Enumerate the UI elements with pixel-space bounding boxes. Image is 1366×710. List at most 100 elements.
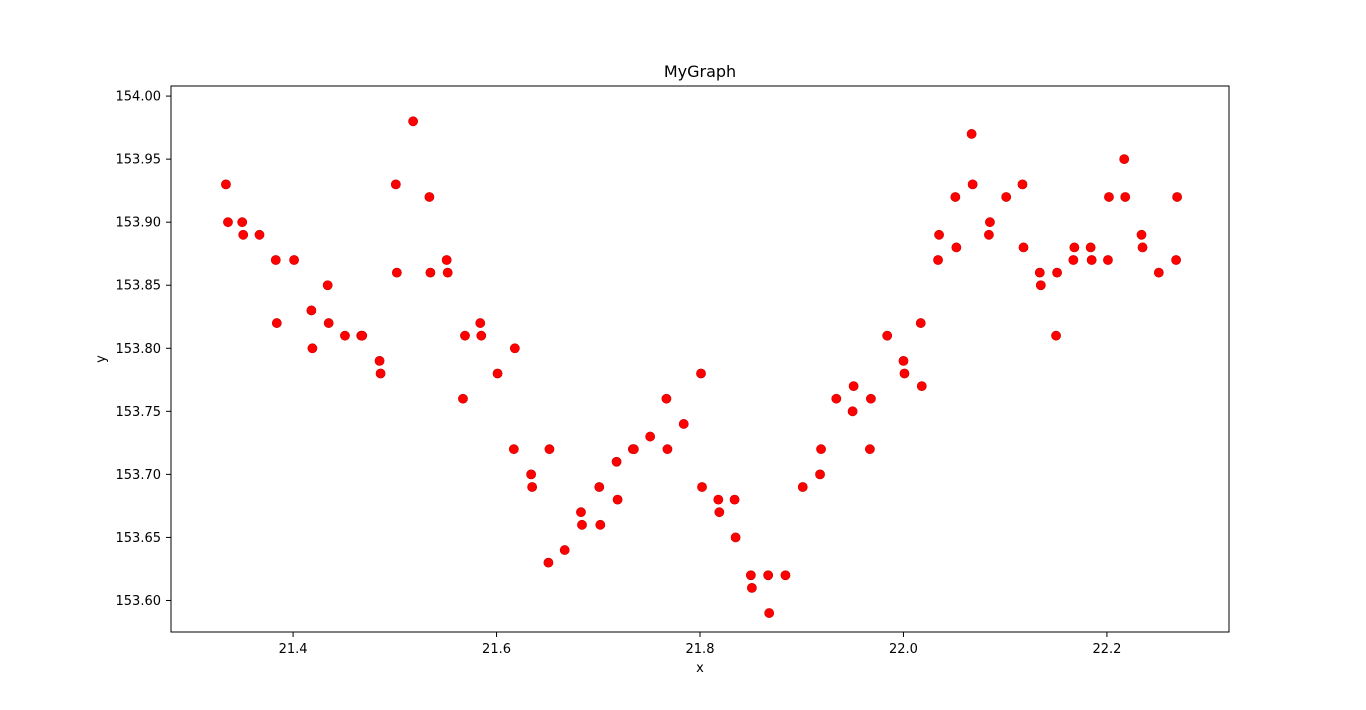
y-tick-label: 153.75 — [116, 405, 162, 420]
data-point — [408, 116, 419, 127]
y-tick-label: 153.65 — [116, 531, 162, 546]
data-point — [916, 381, 927, 392]
data-point — [594, 482, 605, 492]
y-tick-label: 153.60 — [116, 594, 162, 609]
data-point — [460, 330, 470, 341]
data-point — [1085, 242, 1096, 253]
data-point — [882, 330, 893, 341]
y-axis: 153.60 153.65 153.70 153.75 153.80 153.85 153.… — [116, 90, 171, 609]
data-point — [645, 431, 656, 442]
data-point — [238, 229, 249, 240]
x-tick-label: 21.6 — [482, 642, 511, 657]
x-tick-label: 21.4 — [279, 642, 308, 657]
data-point — [847, 406, 858, 417]
data-point — [985, 217, 995, 228]
x-axis-label: x — [696, 661, 704, 676]
data-point — [730, 532, 741, 543]
data-point — [221, 179, 231, 190]
data-point — [1136, 229, 1147, 240]
data-point — [797, 482, 808, 492]
data-point — [526, 469, 537, 480]
data-point — [780, 570, 791, 581]
data-point — [254, 229, 265, 240]
data-point — [544, 444, 555, 455]
data-point — [898, 355, 909, 366]
data-points — [221, 116, 1183, 618]
data-point — [1035, 280, 1046, 291]
data-point — [237, 217, 248, 228]
data-point — [559, 545, 570, 555]
data-point — [848, 381, 859, 392]
data-point — [323, 318, 334, 328]
data-point — [441, 255, 452, 265]
data-point — [1104, 192, 1114, 202]
data-point — [967, 179, 978, 190]
x-tick-label: 22.2 — [1092, 642, 1121, 657]
data-point — [934, 229, 944, 240]
data-point — [527, 482, 538, 492]
data-point — [611, 456, 622, 467]
data-point — [1068, 255, 1079, 265]
data-point — [492, 368, 503, 379]
data-point — [713, 494, 724, 505]
data-point — [576, 507, 586, 518]
data-point — [696, 368, 706, 379]
data-point — [1034, 267, 1045, 278]
data-point — [1069, 242, 1080, 253]
data-point — [950, 192, 961, 202]
data-point — [390, 179, 401, 190]
y-tick-label: 154.00 — [116, 90, 162, 105]
data-point — [374, 355, 385, 366]
data-point — [1103, 255, 1113, 265]
data-point — [340, 330, 350, 341]
data-point — [612, 494, 623, 505]
data-point — [442, 267, 453, 278]
y-tick-label: 153.90 — [116, 216, 162, 231]
data-point — [831, 393, 842, 404]
data-point — [662, 444, 673, 455]
x-axis: 21.4 21.6 21.8 22.0 22.2 — [279, 632, 1121, 657]
y-tick-label: 153.85 — [116, 279, 162, 294]
data-point — [223, 217, 233, 228]
data-point — [1001, 192, 1012, 202]
data-point — [729, 494, 740, 505]
data-point — [270, 255, 281, 265]
data-point — [1137, 242, 1148, 253]
data-point — [1086, 255, 1097, 265]
data-point — [915, 318, 926, 328]
data-point — [628, 444, 639, 455]
data-point — [866, 393, 876, 404]
data-point — [289, 255, 299, 265]
data-point — [1052, 267, 1062, 278]
data-point — [746, 582, 757, 593]
data-point — [1018, 242, 1029, 253]
data-point — [543, 557, 554, 568]
y-tick-label: 153.70 — [116, 468, 162, 483]
data-point — [966, 129, 977, 139]
data-point — [661, 393, 672, 404]
data-point — [745, 570, 756, 581]
data-point — [458, 393, 468, 404]
data-point — [577, 519, 587, 530]
chart-title: MyGraph — [664, 62, 736, 81]
data-point — [375, 368, 386, 379]
data-point — [899, 368, 910, 379]
data-point — [933, 255, 943, 265]
data-point — [1017, 179, 1028, 190]
data-point — [984, 229, 994, 240]
data-point — [475, 318, 486, 328]
data-point — [307, 343, 318, 354]
data-point — [595, 519, 606, 530]
data-point — [816, 444, 826, 455]
x-tick-label: 22.0 — [889, 642, 918, 657]
data-point — [697, 482, 707, 492]
data-point — [714, 507, 725, 518]
data-point — [1153, 267, 1164, 278]
data-point — [1171, 255, 1181, 265]
data-point — [509, 343, 520, 354]
data-point — [425, 267, 436, 278]
x-tick-label: 21.8 — [686, 642, 715, 657]
data-point — [864, 444, 875, 455]
